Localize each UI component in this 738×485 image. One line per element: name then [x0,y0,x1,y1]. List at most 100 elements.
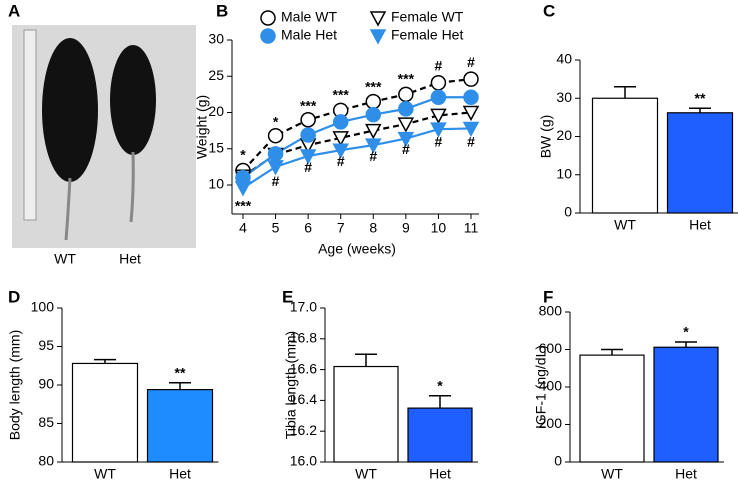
annotation: # [467,54,475,70]
annotation: * [683,324,689,340]
data-point [462,121,480,138]
data-point [463,71,479,87]
y-tick-label: 200 [539,415,563,431]
data-point [397,117,415,133]
tail-wt [64,177,72,241]
panel-letter: A [8,1,20,20]
y-tick-label: 0 [554,453,562,469]
mouse-photo [12,25,196,248]
data-point [397,131,415,148]
data-point [365,106,382,123]
y-tick-label: 20 [208,103,224,119]
panel-letter: D [8,287,20,306]
data-point [398,101,414,117]
annotation: # [369,148,377,164]
y-axis-label: Body length (mm) [7,330,23,440]
annotation: # [435,134,443,150]
annotation: # [467,134,475,150]
x-tick-label: Het [429,466,451,480]
legend-label: Male WT [281,9,337,25]
y-axis-label: Tibia length (mm) [283,331,299,439]
panel-letter: E [282,287,293,306]
annotation: * [437,377,443,393]
x-axis-label: Age (weeks) [318,241,396,257]
ruler [23,29,37,221]
bar [146,389,214,463]
y-tick-label: 25 [208,67,224,83]
y-tick-label: 16.6 [290,360,317,376]
legend-marker [369,29,387,45]
photo-background [12,25,196,248]
y-tick-label: 16.0 [290,453,317,469]
data-point [332,143,349,159]
data-point [430,108,447,124]
y-tick-label: 100 [31,299,55,315]
data-point [267,127,284,144]
legend-marker [260,28,276,44]
data-point [430,89,447,106]
y-tick-label: 30 [208,31,224,47]
x-tick-label: 7 [337,220,345,236]
x-tick-label: 4 [239,220,247,236]
x-tick-label: Het [169,466,191,480]
bar [666,112,734,214]
data-point [430,75,447,91]
data-point [430,122,447,138]
x-tick-label: 8 [369,220,377,236]
x-tick-label: WT [94,466,116,480]
data-point [463,89,479,106]
panel-letter: C [543,1,555,20]
data-point [462,105,480,122]
y-tick-label: 30 [556,89,572,105]
x-tick-label: Het [675,466,697,480]
legend-label: Female Het [391,27,463,43]
annotation: * [240,147,246,163]
data-point [365,138,382,154]
mouse-het [110,45,156,155]
x-tick-label: 5 [272,220,280,236]
bar [407,407,473,463]
x-tick-label: WT [601,466,623,480]
bar [333,365,399,463]
y-tick-label: 95 [38,337,54,353]
y-tick-label: 10 [556,165,572,181]
data-point [300,112,316,128]
y-tick-label: 16.2 [290,422,317,438]
data-point [332,114,349,130]
panel-letter: F [543,287,553,306]
y-tick-label: 0 [564,204,572,220]
annotation: *** [235,197,252,213]
annotation: ** [175,364,186,380]
y-tick-label: 16.8 [290,330,317,346]
y-tick-label: 40 [556,51,572,67]
mouse-wt [42,38,98,182]
annotation: ** [695,90,706,106]
annotation: # [304,159,312,175]
y-tick-label: 16.4 [290,391,317,407]
image-label: Het [119,251,141,267]
y-tick-label: 400 [539,378,563,394]
annotation: * [273,113,279,129]
data-point [234,181,252,197]
data-point [365,123,382,140]
data-point [332,131,349,147]
data-point [267,160,284,176]
y-axis-label: IGF-1 (ng/dL) [533,345,549,429]
annotation: *** [398,71,415,87]
bar [71,362,139,463]
y-axis-label: Weight (g) [194,95,210,159]
data-point [365,93,382,110]
y-tick-label: 600 [539,340,563,356]
panel-letter: B [216,1,228,20]
legend-marker [369,11,387,27]
y-tick-label: 15 [208,139,224,155]
legend-marker [260,10,276,26]
x-tick-label: Het [689,217,711,233]
x-tick-label: 9 [402,220,410,236]
y-tick-label: 90 [38,376,54,392]
annotation: *** [365,79,382,95]
annotation: *** [300,97,317,113]
bar [579,354,645,463]
annotation: # [272,173,280,189]
bar [591,97,659,214]
